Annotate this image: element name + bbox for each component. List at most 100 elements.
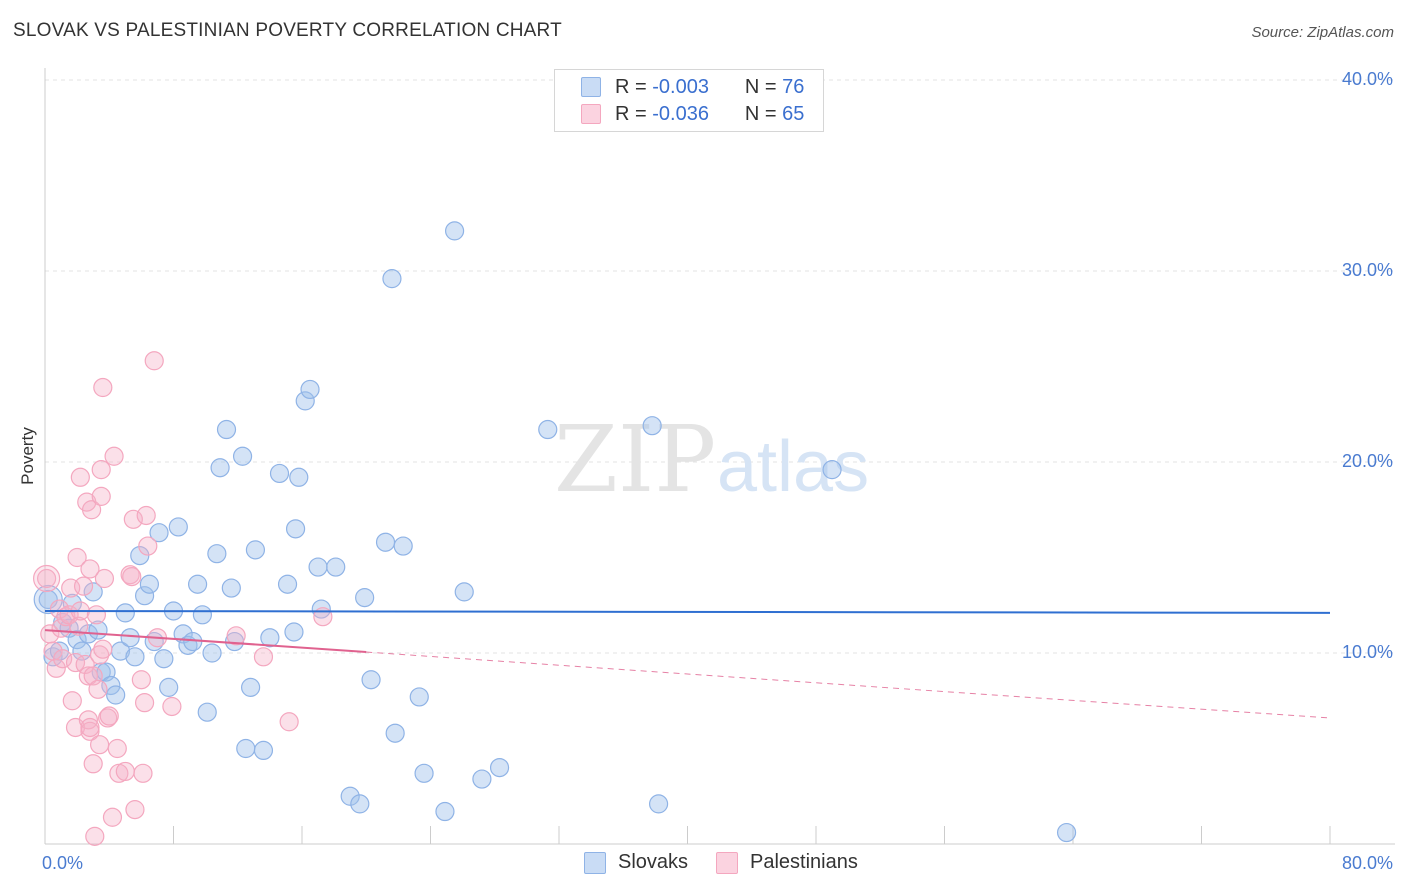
palestinian-point: [37, 568, 57, 589]
palestinian-point: [83, 754, 103, 774]
slovak-point: [393, 536, 413, 556]
slovak-point: [253, 740, 274, 761]
y-tick-label: 40.0%: [1342, 69, 1393, 89]
slovak-point: [444, 221, 465, 241]
slovak-point: [210, 458, 230, 478]
palestinian-point: [144, 351, 164, 371]
bottom-legend-label: Palestinians: [750, 851, 858, 873]
bottom-swatch-palestinians: [716, 851, 738, 874]
slovak-point: [232, 446, 253, 466]
bottom-legend-palestinians: Palestinians: [716, 851, 858, 874]
slovak-point: [361, 670, 381, 690]
legend-r-value: -0.036: [652, 102, 709, 125]
stats-legend: R = -0.003 N = 76 R = -0.036 N = 65: [554, 69, 824, 132]
series-palestinians: [33, 351, 333, 846]
slovak-point: [409, 687, 429, 707]
slovak-point: [134, 586, 155, 606]
watermark: ZIP atlas: [554, 406, 869, 513]
palestinian-point: [90, 645, 110, 665]
legend-n-value: 65: [782, 102, 805, 125]
palestinian-point: [125, 800, 145, 820]
palestinian-point: [226, 626, 246, 646]
slovak-point: [120, 628, 140, 648]
slovak-point: [149, 523, 169, 543]
palestinian-point: [107, 738, 127, 759]
palestinian-point: [70, 467, 90, 487]
palestinian-point: [65, 652, 86, 673]
palestinian-point: [69, 616, 89, 636]
palestinian-point: [136, 505, 156, 526]
palestinian-point: [91, 486, 111, 506]
legend-r-label: R =: [615, 75, 647, 98]
slovak-point: [340, 786, 360, 806]
palestinian-trend-line: [44, 629, 367, 654]
slovak-point: [216, 419, 237, 440]
slovak-point: [385, 723, 405, 743]
palestinian-point: [104, 446, 124, 466]
palestinian-point: [49, 599, 70, 619]
series-slovaks: [33, 221, 1077, 843]
palestinian-point: [53, 649, 73, 669]
slovak-point: [187, 574, 208, 594]
slovak-point: [822, 460, 842, 480]
palestinian-point: [85, 826, 105, 846]
palestinian-point: [91, 460, 111, 480]
slovak-point: [435, 801, 455, 822]
slovak-point: [33, 584, 63, 615]
palestinian-point: [62, 691, 82, 711]
slovak-point: [83, 582, 103, 602]
slovak-point: [106, 685, 126, 705]
axes: [44, 68, 1395, 845]
bottom-swatch-slovaks: [584, 851, 606, 874]
palestinian-point: [122, 566, 142, 587]
slovak-point: [285, 519, 306, 539]
slovak-point: [159, 677, 179, 697]
slovak-point: [284, 622, 304, 642]
watermark-atlas: atlas: [717, 427, 869, 507]
bottom-legend-label: Slovaks: [618, 851, 689, 873]
slovak-point: [350, 794, 370, 814]
palestinian-point: [67, 547, 87, 568]
trend-lines: [44, 609, 1331, 719]
slovak-point: [648, 794, 669, 814]
slovak-point: [245, 540, 266, 560]
grid: [45, 79, 1395, 654]
palestinian-trend-dashed: [366, 651, 1331, 719]
slovak-point: [308, 557, 328, 577]
slovak-point: [277, 574, 298, 594]
legend-n-label: N =: [744, 102, 777, 125]
slovak-point: [355, 588, 375, 608]
y-tick-label: 30.0%: [1342, 260, 1393, 280]
palestinian-point: [90, 735, 110, 755]
x-tick-label: 0.0%: [42, 853, 83, 873]
slovak-point: [154, 649, 174, 669]
legend-row-palestinians: R = -0.036 N = 65: [581, 102, 804, 126]
palestinian-point: [115, 761, 135, 782]
slovak-point: [207, 544, 227, 564]
slovak-point: [269, 463, 290, 484]
palestinian-point: [102, 807, 123, 827]
legend-n-value: 76: [782, 75, 805, 98]
legend-swatch-slovaks: [581, 77, 601, 97]
slovak-point: [414, 763, 434, 783]
slovak-point: [454, 582, 474, 602]
palestinian-point: [131, 670, 151, 690]
palestinian-point: [94, 568, 115, 589]
slovak-point: [260, 628, 280, 648]
slovak-point: [221, 578, 241, 598]
palestinian-point: [99, 706, 119, 726]
palestinian-point: [138, 536, 158, 556]
slovak-point: [125, 647, 145, 667]
palestinian-point: [88, 679, 108, 699]
slovak-point: [295, 391, 315, 411]
slovak-point: [168, 517, 188, 537]
legend-swatch-palestinians: [581, 104, 601, 124]
tick-labels: 10.0% 20.0% 30.0% 40.0% 0.0% 80.0%: [42, 69, 1393, 873]
palestinian-point: [93, 377, 113, 398]
chart-title: SLOVAK VS PALESTINIAN POVERTY CORRELATIO…: [13, 20, 562, 41]
palestinian-point: [80, 717, 100, 738]
palestinian-point: [73, 576, 94, 596]
slovak-point: [375, 532, 396, 552]
slovak-point: [139, 574, 160, 594]
